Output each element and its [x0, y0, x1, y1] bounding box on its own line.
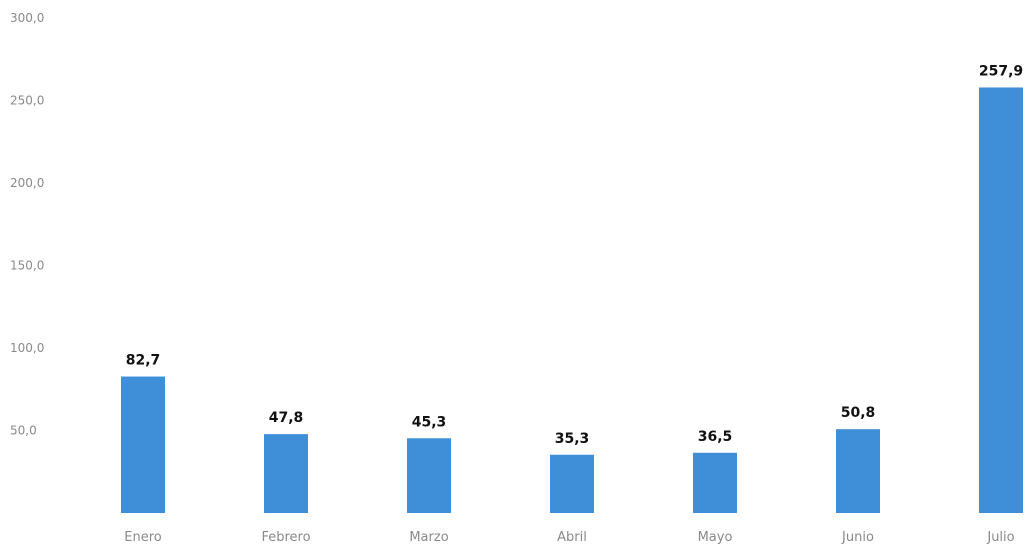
data-label-group: 82,7 47,8 45,3 35,3 36,5 50,8 257,9 [126, 63, 1023, 446]
data-label: 47,8 [269, 410, 304, 426]
x-tick-label: Febrero [261, 530, 310, 544]
data-label: 257,9 [979, 63, 1023, 79]
bar [550, 454, 594, 513]
bar [407, 438, 451, 513]
x-tick-label: Enero [124, 530, 162, 544]
x-tick-label: Abril [557, 530, 587, 544]
y-axis: 50,0 100,0 150,0 200,0 250,0 300,0 [10, 11, 44, 438]
y-tick-label: 300,0 [10, 11, 44, 25]
data-label: 45,3 [412, 414, 447, 430]
x-axis: Enero Febrero Marzo Abril Mayo Junio Julio [124, 530, 1014, 544]
y-tick-label: 100,0 [10, 341, 44, 355]
data-label: 35,3 [555, 431, 590, 447]
x-tick-label: Mayo [698, 530, 733, 544]
bar [693, 452, 737, 513]
bar [121, 376, 165, 513]
x-tick-label: Julio [986, 530, 1014, 544]
data-label: 82,7 [126, 353, 161, 369]
data-label: 36,5 [698, 429, 733, 445]
data-label: 50,8 [841, 405, 876, 421]
y-tick-label: 200,0 [10, 176, 44, 190]
y-tick-label: 50,0 [10, 424, 37, 438]
bar [979, 87, 1023, 513]
bar [264, 434, 308, 513]
x-tick-label: Marzo [409, 530, 448, 544]
x-tick-label: Junio [841, 530, 874, 544]
y-tick-label: 150,0 [10, 259, 44, 273]
bar [836, 429, 880, 513]
y-tick-label: 250,0 [10, 94, 44, 108]
bar-group [121, 87, 1023, 513]
